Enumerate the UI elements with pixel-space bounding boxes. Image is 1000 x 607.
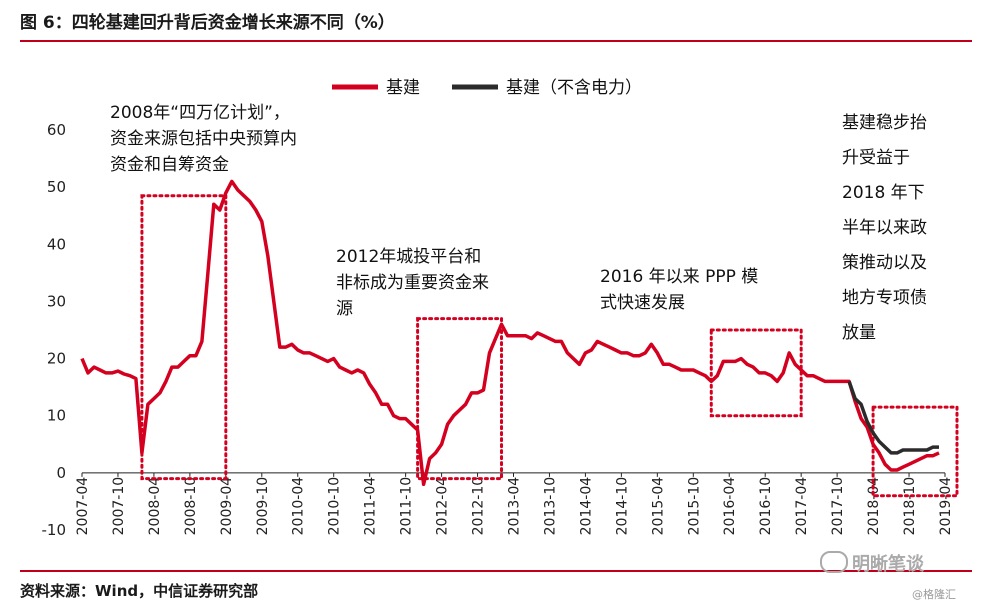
x-tick-label: 2015-04: [650, 477, 666, 536]
axis-layer: -10 0 10 20 30 40 50 60 2007-04 2007-10 2008-04 200…: [42, 121, 955, 539]
x-tick-label: 2017-04: [794, 477, 810, 536]
x-tick-label: 2011-04: [363, 477, 379, 536]
legend-label: 基建（不含电力）: [506, 78, 642, 98]
legend-label: 基建: [386, 78, 420, 98]
x-tick-label: 2014-04: [578, 477, 594, 536]
highlight-box-layer: [140, 194, 959, 498]
x-tick-label: 2013-04: [507, 477, 523, 536]
x-tick-label: 2013-10: [542, 477, 558, 536]
highlight-box: [709, 328, 803, 418]
x-tick-label: 2009-04: [219, 477, 235, 536]
highlight-box: [140, 194, 228, 481]
wechat-icon: [820, 551, 848, 573]
x-tick-label: 2007-04: [75, 477, 91, 536]
x-tick-label: 2012-10: [471, 477, 487, 536]
series-layer: [80, 179, 940, 487]
highlight-box: [416, 317, 504, 481]
annotation-2016: 2016 年以来 PPP 模 式快速发展: [600, 267, 759, 313]
x-tick-label: 2016-10: [758, 477, 774, 536]
x-tick-label: 2010-04: [291, 477, 307, 536]
highlight-box: [871, 405, 959, 498]
source-note: 资料来源：Wind，中信证券研究部: [20, 582, 259, 600]
x-tick-label: 2014-10: [614, 477, 630, 536]
y-tick-label: 20: [47, 350, 66, 368]
watermark-site: @格隆汇: [912, 588, 956, 601]
x-tick-label: 2012-04: [435, 477, 451, 536]
y-tick-label: 0: [56, 464, 66, 482]
x-tick-label: 2018-04: [866, 477, 882, 536]
annotation-2012: 2012年城投平台和 非标成为重要资金来 源: [336, 247, 489, 319]
x-tick-label: 2010-10: [327, 477, 343, 536]
annotation-2008: 2008年“四万亿计划”， 资金来源包括中央预算内 资金和自筹资金: [110, 103, 297, 175]
x-tick-label: 2017-10: [830, 477, 846, 536]
x-tick-label: 2018-10: [902, 477, 918, 536]
y-tick-label: 60: [47, 121, 66, 139]
figure-title: 图 6：四轮基建回升背后资金增长来源不同（%）: [20, 13, 395, 33]
y-tick-label: 50: [47, 178, 66, 196]
title-rule: [20, 40, 972, 42]
y-tick-label: 40: [47, 235, 66, 253]
y-tick-label: 10: [47, 407, 66, 425]
watermark-brand: 明晰笔谈: [820, 550, 924, 576]
legend: 基建 基建（不含电力）: [332, 78, 642, 98]
series-line-infrastructure: [80, 179, 940, 487]
x-tick-label: 2008-10: [183, 477, 199, 536]
annotation-2018: 基建稳步抬 升受益于 2018 年下 半年以来政 策推动以及 地方专项债 放量: [842, 113, 927, 343]
y-tick-label: -10: [42, 521, 67, 539]
y-tick-label: 30: [47, 292, 66, 310]
x-tick-label: 2011-10: [399, 477, 415, 536]
x-tick-label: 2007-10: [111, 477, 127, 536]
source-rule: [20, 570, 972, 572]
x-tick-label: 2015-10: [686, 477, 702, 536]
x-tick-label: 2008-04: [147, 477, 163, 536]
series-line-infrastructure-ex-power: [847, 380, 939, 455]
x-tick-label: 2009-10: [255, 477, 271, 536]
x-tick-label: 2016-04: [722, 477, 738, 536]
x-tick-label: 2019-04: [938, 477, 954, 536]
